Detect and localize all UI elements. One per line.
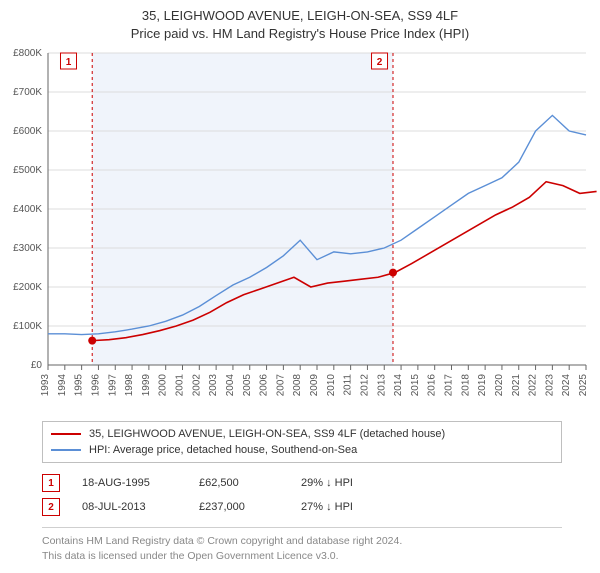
svg-text:2017: 2017 (444, 374, 455, 397)
svg-text:£600K: £600K (13, 126, 42, 137)
svg-text:2000: 2000 (158, 374, 169, 397)
event-date: 18-AUG-1995 (82, 477, 177, 489)
svg-text:£200K: £200K (13, 282, 42, 293)
svg-text:2013: 2013 (376, 374, 387, 397)
svg-text:2009: 2009 (309, 374, 320, 397)
chart-title: 35, LEIGHWOOD AVENUE, LEIGH-ON-SEA, SS9 … (10, 8, 590, 23)
svg-text:2014: 2014 (393, 374, 404, 397)
legend-swatch (51, 449, 81, 451)
chart-area: £0 £100K £200K £300K £400K £500K £600K £700K £80… (0, 45, 600, 415)
legend-label: 35, LEIGHWOOD AVENUE, LEIGH-ON-SEA, SS9 … (89, 428, 445, 440)
svg-text:1997: 1997 (107, 374, 118, 397)
svg-text:2002: 2002 (191, 374, 202, 397)
svg-text:2011: 2011 (343, 374, 354, 396)
svg-text:2: 2 (377, 57, 383, 68)
svg-text:2012: 2012 (359, 374, 370, 397)
svg-text:2005: 2005 (242, 374, 253, 397)
event-date: 08-JUL-2013 (82, 501, 177, 513)
svg-text:£400K: £400K (13, 204, 42, 215)
svg-text:2021: 2021 (511, 374, 522, 397)
svg-text:2019: 2019 (477, 374, 488, 397)
event-badge: 1 (42, 474, 60, 492)
svg-text:2004: 2004 (225, 374, 236, 397)
svg-text:2015: 2015 (410, 374, 421, 397)
event-diff: 29% ↓ HPI (301, 477, 391, 489)
chart-subtitle: Price paid vs. HM Land Registry's House … (10, 26, 590, 41)
svg-text:£800K: £800K (13, 48, 42, 59)
event-price: £237,000 (199, 501, 279, 513)
footer-line-1: Contains HM Land Registry data © Crown c… (42, 534, 562, 549)
svg-text:£0: £0 (31, 360, 43, 371)
event-row: 1 18-AUG-1995 £62,500 29% ↓ HPI (42, 471, 562, 495)
event-price: £62,500 (199, 477, 279, 489)
events-list: 1 18-AUG-1995 £62,500 29% ↓ HPI 2 08-JUL-2013… (42, 471, 562, 519)
event-row: 2 08-JUL-2013 £237,000 27% ↓ HPI (42, 495, 562, 519)
svg-text:2024: 2024 (561, 374, 572, 397)
legend-swatch (51, 433, 81, 435)
svg-text:2010: 2010 (326, 374, 337, 397)
svg-text:2018: 2018 (460, 374, 471, 397)
svg-text:1999: 1999 (141, 374, 152, 397)
svg-text:2016: 2016 (427, 374, 438, 397)
svg-text:2001: 2001 (175, 374, 186, 397)
svg-text:£700K: £700K (13, 87, 42, 98)
legend-label: HPI: Average price, detached house, Sout… (89, 444, 357, 456)
legend-item: 35, LEIGHWOOD AVENUE, LEIGH-ON-SEA, SS9 … (51, 426, 553, 442)
svg-text:1998: 1998 (124, 374, 135, 397)
event-diff: 27% ↓ HPI (301, 501, 391, 513)
legend: 35, LEIGHWOOD AVENUE, LEIGH-ON-SEA, SS9 … (42, 421, 562, 463)
svg-text:2022: 2022 (528, 374, 539, 397)
event-badge: 2 (42, 498, 60, 516)
svg-text:£300K: £300K (13, 243, 42, 254)
svg-text:1993: 1993 (40, 374, 51, 397)
svg-text:2003: 2003 (208, 374, 219, 397)
svg-text:2006: 2006 (259, 374, 270, 397)
svg-text:2020: 2020 (494, 374, 505, 397)
svg-text:2008: 2008 (292, 374, 303, 397)
svg-text:1994: 1994 (57, 374, 68, 397)
legend-item: HPI: Average price, detached house, Sout… (51, 442, 553, 458)
svg-text:£500K: £500K (13, 165, 42, 176)
svg-text:1995: 1995 (74, 374, 85, 397)
footer-attribution: Contains HM Land Registry data © Crown c… (42, 527, 562, 573)
svg-text:2007: 2007 (275, 374, 286, 397)
svg-text:1996: 1996 (90, 374, 101, 397)
svg-text:2025: 2025 (578, 374, 589, 397)
footer-line-2: This data is licensed under the Open Gov… (42, 549, 562, 564)
svg-text:1: 1 (66, 57, 72, 68)
svg-text:£100K: £100K (13, 321, 42, 332)
svg-text:2023: 2023 (544, 374, 555, 397)
